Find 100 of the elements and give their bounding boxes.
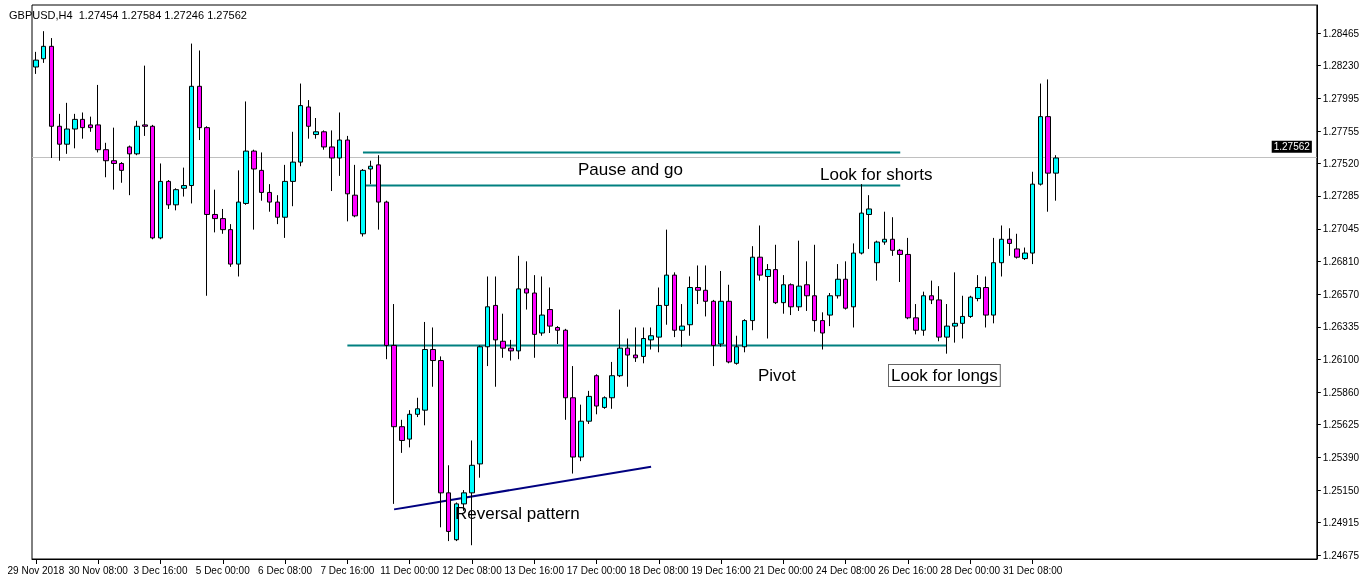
candlestick	[586, 390, 592, 425]
y-tick-label: 1.26335	[1322, 321, 1360, 333]
candlestick	[936, 285, 942, 342]
candlestick	[882, 211, 887, 246]
candlestick	[477, 344, 483, 479]
candlestick	[391, 303, 397, 505]
candlestick	[80, 111, 85, 140]
y-tick-label: 1.27285	[1322, 190, 1360, 202]
candlestick	[913, 303, 919, 335]
y-tick-label: 1.26100	[1322, 353, 1360, 365]
y-tick-label: 1.25860	[1322, 386, 1360, 398]
candlestick	[999, 225, 1004, 277]
candlestick	[1022, 247, 1028, 261]
candlestick	[103, 142, 109, 178]
chart-title: GBPUSD,H4 1.27454 1.27584 1.27246 1.27562	[9, 8, 247, 21]
candlestick	[859, 183, 864, 255]
candlestick	[158, 162, 163, 240]
candlestick	[960, 295, 965, 339]
y-tick-label: 1.28230	[1322, 60, 1360, 72]
candlestick	[64, 102, 70, 155]
annotation: Look for longs	[891, 366, 998, 385]
candlestick	[874, 240, 880, 282]
candlestick	[360, 168, 366, 238]
candlestick	[189, 43, 194, 204]
candlestick	[773, 244, 778, 305]
candlestick	[570, 365, 576, 475]
candlestick	[835, 263, 841, 300]
candlestick	[220, 208, 226, 235]
candlestick	[415, 397, 420, 418]
candlestick	[41, 30, 46, 64]
candlestick	[609, 361, 615, 410]
x-tick-label: 24 Dec 08:00	[815, 564, 876, 576]
x-tick-label: 18 Dec 08:00	[629, 564, 690, 576]
annotation: Pivot	[758, 366, 797, 385]
candlestick	[88, 116, 93, 133]
candlestick	[313, 117, 319, 140]
candlestick	[236, 169, 241, 277]
candlestick	[446, 464, 451, 542]
candlestick	[228, 223, 233, 268]
candlestick	[275, 194, 280, 225]
candlestick	[267, 183, 272, 213]
candlestick	[687, 275, 693, 337]
candlestick	[625, 338, 630, 388]
candlestick	[306, 99, 311, 140]
y-tick-label: 1.24915	[1322, 516, 1360, 528]
x-tick-label: 3 Dec 16:00	[133, 564, 188, 576]
y-tick-label: 1.24675	[1322, 550, 1360, 562]
x-tick-label: 31 Dec 08:00	[1002, 564, 1063, 576]
y-tick-label: 1.25150	[1322, 484, 1360, 496]
x-tick-label: 19 Dec 16:00	[691, 564, 752, 576]
candlestick	[1030, 171, 1035, 265]
candlestick	[602, 395, 607, 410]
candlestick	[422, 321, 428, 426]
candlestick	[742, 318, 747, 353]
candlestick	[718, 270, 724, 348]
x-tick-label: 7 Dec 16:00	[320, 564, 375, 576]
y-tick-label: 1.27520	[1322, 157, 1360, 169]
candlestick	[578, 404, 584, 462]
candlestick	[975, 274, 981, 302]
candlestick	[321, 129, 327, 151]
candlestick	[298, 83, 303, 167]
x-tick-label: 6 Dec 08:00	[258, 564, 313, 576]
candlestick	[843, 260, 848, 311]
candlestick	[259, 151, 264, 202]
candlestick	[563, 328, 568, 421]
candlestick	[788, 282, 794, 316]
candlestick	[399, 419, 405, 454]
candlestick	[49, 37, 54, 159]
candlestick	[243, 100, 249, 206]
candlestick	[173, 187, 179, 211]
candlestick	[547, 287, 553, 334]
candlestick	[337, 111, 342, 177]
x-tick-label: 12 Dec 08:00	[442, 564, 503, 576]
y-tick-label: 1.27995	[1322, 92, 1360, 104]
candlestick	[508, 339, 514, 362]
annotation: Look for shorts	[820, 165, 933, 184]
candlestick	[290, 131, 296, 207]
candlestick	[127, 145, 132, 196]
candlestick	[648, 326, 654, 351]
candlestick	[352, 164, 358, 218]
candlestick	[150, 124, 155, 240]
candlestick	[866, 194, 872, 250]
candlestick	[532, 274, 537, 359]
candlestick	[726, 284, 732, 364]
candlestick	[703, 264, 708, 317]
candlestick	[166, 179, 171, 210]
candlestick	[329, 129, 335, 192]
candlestick	[656, 287, 662, 353]
candlestick	[376, 154, 381, 231]
candlestick	[95, 84, 101, 153]
x-tick-label: 29 Nov 2018	[7, 564, 65, 576]
candlestick	[384, 200, 389, 360]
candlestick	[524, 260, 529, 311]
candlestick	[212, 189, 218, 233]
candlestick	[897, 248, 903, 283]
candlestick	[555, 325, 560, 345]
candlestick	[1038, 83, 1043, 187]
x-tick-label: 13 Dec 16:00	[504, 564, 565, 576]
candlestick	[345, 135, 350, 222]
x-tick-label: 28 Dec 00:00	[940, 564, 1001, 576]
